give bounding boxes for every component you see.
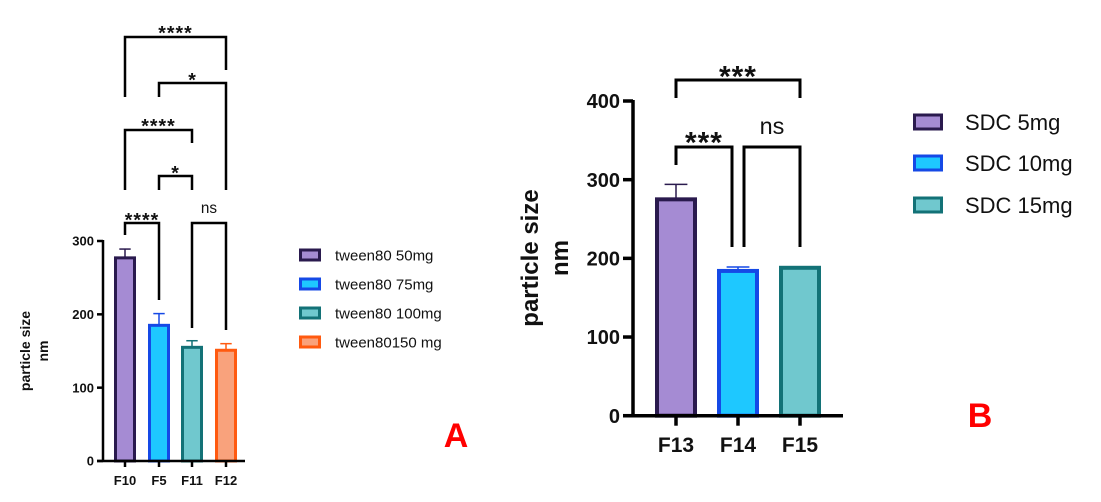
y-axis-label: particle size nm [517,189,574,326]
bar-f15 [779,265,821,418]
significance-label: **** [125,209,159,231]
y-tick-label: 100 [72,380,94,395]
legend-label: SDC 15mg [965,193,1073,218]
y-axis-label-line: nm [35,341,51,362]
legend-label: SDC 5mg [965,110,1060,135]
significance-bracket [123,128,194,190]
significance-bracket [190,221,228,330]
bar-f11 [181,345,203,463]
bar-f5 [148,323,170,463]
significance-label: *** [719,60,757,93]
y-axis-label-line: particle size [517,189,544,326]
x-tick-label: F5 [151,473,166,488]
significance-bracket [674,145,734,247]
legend-swatch [299,306,321,320]
significance-label: ns [201,200,218,217]
y-tick-label: 100 [587,327,620,349]
x-tick-label: F13 [658,434,694,457]
chart-b: particle size nm 0 100 200 300 400 F13 F14 F15 ***… [517,60,1073,457]
x-tick-label: F11 [181,473,203,488]
bar-f12 [215,348,237,463]
x-tick-label: F14 [720,434,757,457]
significance-bracket [123,35,228,97]
legend-label: tween80 50mg [335,247,433,264]
y-axis-label: particle size nm [17,311,51,391]
significance-bracket [742,145,802,247]
legend-swatch [913,196,943,214]
y-tick-label: 200 [72,307,94,322]
significance-bracket [157,81,228,190]
panel-label: A [444,417,469,455]
x-tick-label: F15 [782,434,819,457]
legend-swatch [299,277,321,291]
legend-label: tween80 100mg [335,305,442,322]
significance-label: ns [760,113,785,139]
significance-label: *** [685,126,723,159]
legend-swatch [299,248,321,262]
y-axis-label-line: nm [547,240,574,276]
significance-bracket [123,221,161,300]
legend-label: SDC 10mg [965,151,1073,176]
significance-bracket [157,174,194,190]
significance-label: **** [141,115,175,137]
legend-label: tween80150 mg [335,334,442,351]
legend-swatch [299,335,321,349]
x-tick-label: F12 [215,473,237,488]
y-tick-label: 300 [72,234,94,249]
panel-label: B [968,397,993,435]
significance-bracket [674,78,802,98]
y-tick-label: 0 [609,406,620,428]
significance-label: * [188,69,197,91]
legend-swatch [913,154,943,172]
y-tick-label: 0 [87,454,94,469]
y-tick-label: 300 [587,170,620,192]
bar-f10 [114,256,136,463]
legend-swatch [913,113,943,131]
legend-label: tween80 75mg [335,276,433,293]
bar-f14 [717,268,759,418]
y-axis-label-line: particle size [17,311,33,391]
significance-label: **** [158,22,192,44]
significance-label: * [171,162,180,184]
y-tick-label: 400 [587,91,620,113]
x-tick-label: F10 [114,473,136,488]
y-tick-label: 200 [587,249,620,271]
bar-f13 [655,197,697,418]
